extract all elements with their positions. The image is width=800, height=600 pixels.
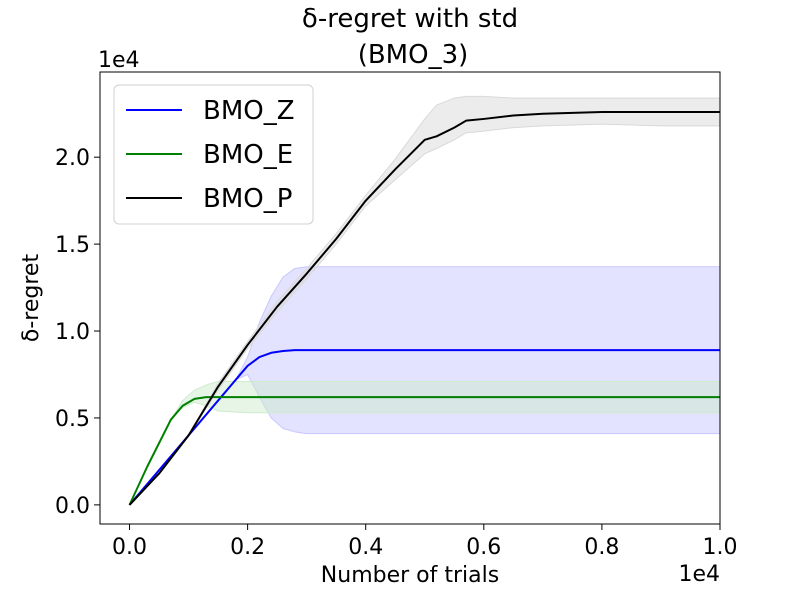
- y-axis-ticks: 0.0 0.5 1.0 1.5 2.0: [55, 146, 100, 519]
- x-tick-label: 0.0: [112, 535, 147, 560]
- x-tick-label: 0.2: [230, 535, 265, 560]
- y-tick-label: 2.0: [55, 146, 90, 171]
- legend: BMO_Z BMO_E BMO_P: [113, 84, 314, 225]
- series-line-bmo-p: [128, 110, 720, 506]
- series-lines: [128, 110, 720, 506]
- legend-label-bmo-e: BMO_E: [203, 140, 293, 170]
- x-axis-multiplier: 1e4: [678, 562, 720, 587]
- y-tick-label: 0.0: [55, 494, 90, 519]
- plot-frame: [99, 71, 721, 525]
- y-tick-label: 0.5: [55, 407, 90, 432]
- x-axis-ticks: 0.0 0.2 0.4 0.6 0.8 1.0: [112, 524, 738, 560]
- x-axis-label: Number of trials: [321, 563, 499, 588]
- series-line-bmo-z: [128, 349, 720, 506]
- legend-label-bmo-p: BMO_P: [203, 184, 292, 214]
- y-axis-label: δ-regret: [19, 254, 44, 343]
- y-tick-label: 1.5: [55, 233, 90, 258]
- legend-label-bmo-z: BMO_Z: [203, 96, 295, 126]
- y-axis-multiplier: 1e4: [98, 48, 140, 73]
- x-tick-label: 0.4: [348, 535, 383, 560]
- x-tick-label: 0.6: [466, 535, 501, 560]
- x-tick-label: 1.0: [703, 535, 738, 560]
- legend-box: [113, 84, 314, 225]
- chart-subtitle: (BMO_3): [358, 40, 469, 70]
- chart-title: δ-regret with std: [302, 4, 518, 34]
- x-tick-label: 0.8: [584, 535, 619, 560]
- y-tick-label: 1.0: [55, 320, 90, 345]
